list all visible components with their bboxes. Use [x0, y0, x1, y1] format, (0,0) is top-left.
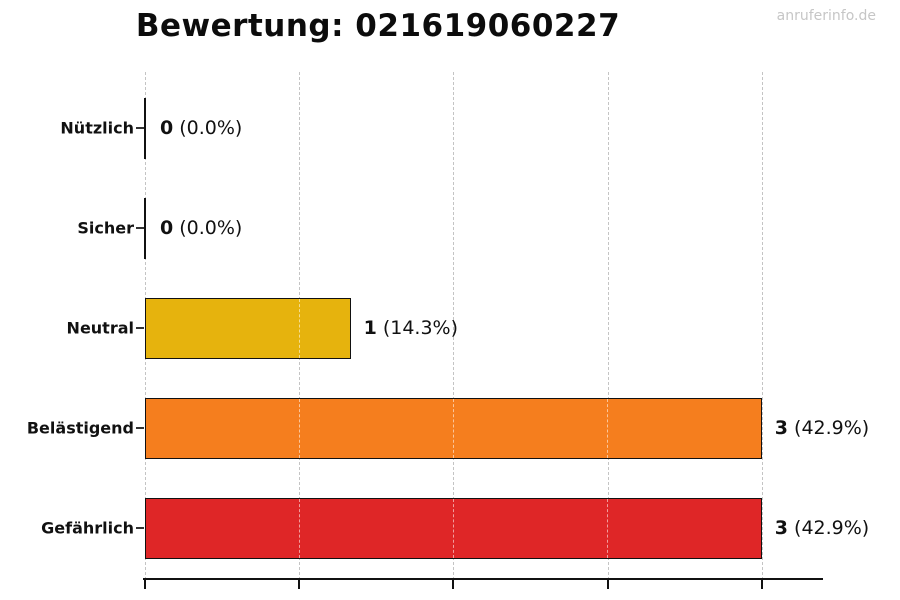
value-label-gefahrlich: 3 (42.9%) — [775, 517, 869, 539]
value-count: 0 — [160, 217, 174, 239]
value-percentage: (14.3%) — [382, 317, 459, 339]
value-percentage: (0.0%) — [179, 117, 243, 139]
x-gridline-overlay — [607, 398, 608, 458]
x-gridline — [453, 72, 455, 580]
bar-nutzlich — [144, 97, 146, 159]
x-gridline-overlay — [452, 398, 454, 458]
x-gridline-overlay — [298, 398, 300, 458]
y-axis-tick — [136, 327, 144, 329]
value-percentage: (0.0%) — [179, 217, 243, 239]
value-count: 1 — [363, 317, 377, 339]
category-label-gefahrlich: Gefährlich — [41, 518, 134, 538]
x-axis-tick — [760, 580, 763, 589]
x-gridline-overlay — [607, 498, 608, 558]
value-percentage: (42.9%) — [794, 417, 870, 439]
value-count: 3 — [774, 417, 789, 439]
category-label-belastigend: Belästigend — [26, 418, 134, 438]
y-axis-tick — [136, 127, 144, 129]
x-gridline-overlay — [298, 498, 300, 558]
category-label-nutzlich: Nützlich — [60, 118, 134, 138]
chart-title: Bewertung: 021619060227 — [135, 8, 621, 44]
x-gridline — [761, 72, 763, 580]
value-percentage: (42.9%) — [794, 517, 870, 539]
watermark: anruferinfo.de — [776, 8, 876, 24]
value-label-belastigend: 3 (42.9%) — [775, 417, 869, 439]
x-gridline — [607, 72, 609, 580]
value-label-nutzlich: 0 (0.0%) — [160, 117, 242, 139]
value-count: 0 — [160, 117, 174, 139]
bar-sicher — [144, 197, 146, 259]
y-axis-tick — [136, 227, 144, 229]
x-axis-tick — [606, 580, 609, 589]
y-axis-tick — [136, 427, 144, 429]
x-axis-tick — [452, 580, 455, 589]
x-axis-tick — [144, 580, 146, 589]
bar-neutral — [145, 297, 351, 359]
y-axis-tick — [136, 527, 144, 529]
category-label-neutral: Neutral — [66, 318, 134, 338]
category-label-sicher: Sicher — [77, 218, 134, 238]
bar-gefahrlich — [145, 497, 762, 559]
x-gridline-overlay — [298, 298, 300, 358]
value-label-neutral: 1 (14.3%) — [364, 317, 458, 339]
value-label-sicher: 0 (0.0%) — [160, 217, 242, 239]
x-gridline-overlay — [452, 498, 454, 558]
x-axis-line — [143, 578, 823, 580]
bar-belastigend — [145, 397, 762, 459]
value-count: 3 — [774, 517, 789, 539]
x-axis-tick — [298, 580, 301, 589]
